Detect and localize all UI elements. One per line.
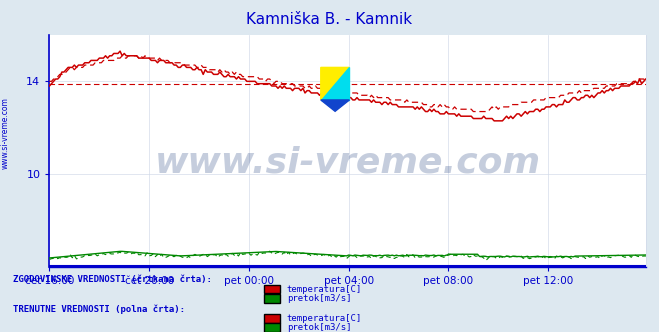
Text: pretok[m3/s]: pretok[m3/s]	[287, 294, 351, 303]
Text: www.si-vreme.com: www.si-vreme.com	[155, 146, 540, 180]
Text: ZGODOVINSKE VREDNOSTI (črtkana črta):: ZGODOVINSKE VREDNOSTI (črtkana črta):	[13, 275, 212, 284]
Text: pretok[m3/s]: pretok[m3/s]	[287, 323, 351, 332]
Text: Kamniška B. - Kamnik: Kamniška B. - Kamnik	[246, 12, 413, 27]
Polygon shape	[321, 100, 349, 111]
Text: www.si-vreme.com: www.si-vreme.com	[1, 97, 10, 169]
Polygon shape	[321, 67, 349, 100]
Polygon shape	[321, 67, 349, 100]
Text: temperatura[C]: temperatura[C]	[287, 314, 362, 323]
Text: temperatura[C]: temperatura[C]	[287, 285, 362, 294]
Text: TRENUTNE VREDNOSTI (polna črta):: TRENUTNE VREDNOSTI (polna črta):	[13, 305, 185, 314]
